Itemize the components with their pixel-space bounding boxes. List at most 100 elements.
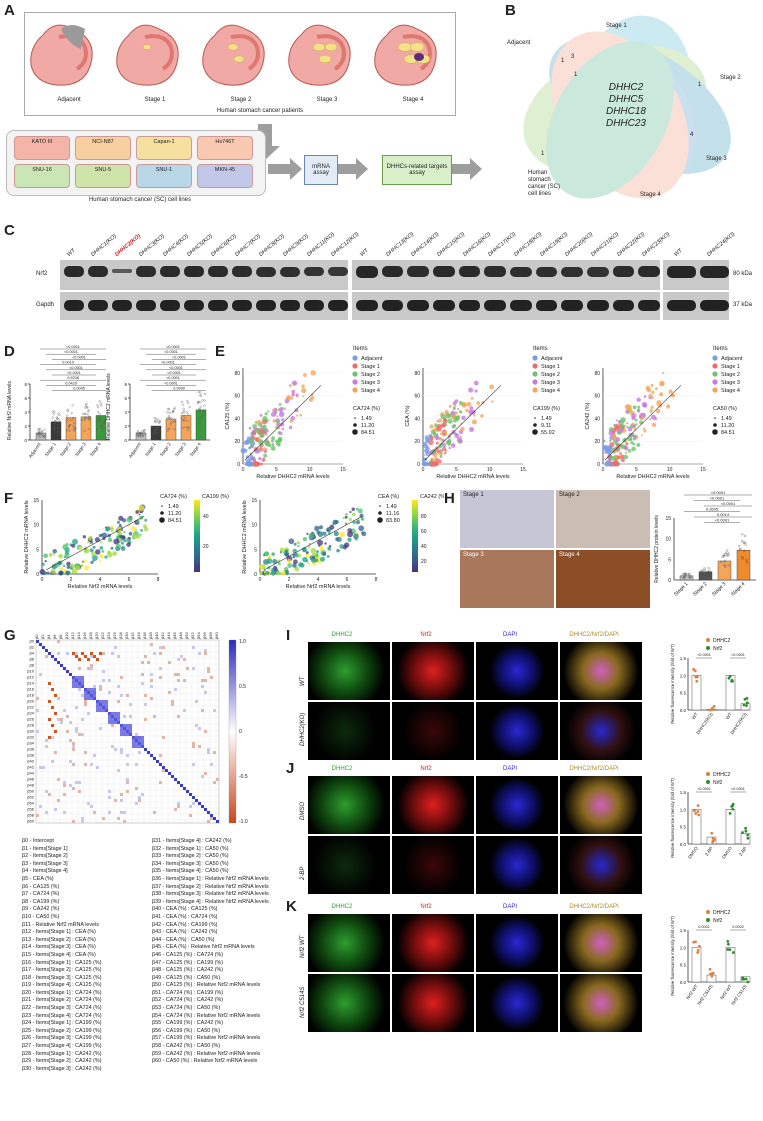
diag-cell bbox=[165, 769, 168, 772]
g-legend-col1: β0 - Intercept β1 - Items[Stage 1] β2 - It… bbox=[22, 838, 150, 1073]
point bbox=[172, 410, 175, 413]
x-axis-label: Relative DHHC2 mRNA levels bbox=[436, 474, 510, 480]
point bbox=[361, 517, 365, 521]
point bbox=[608, 456, 612, 460]
point bbox=[609, 439, 612, 442]
tick-label: 10 bbox=[307, 467, 313, 473]
point bbox=[745, 704, 748, 707]
blot-row-gapdh: Gapdh bbox=[36, 302, 55, 308]
point bbox=[158, 421, 161, 425]
point bbox=[118, 538, 122, 541]
corr-cell bbox=[75, 706, 78, 709]
corr-cell bbox=[120, 676, 123, 679]
point bbox=[169, 423, 172, 426]
point bbox=[730, 678, 734, 682]
point bbox=[138, 435, 141, 438]
row-label: β26 bbox=[27, 717, 35, 722]
corr-cell bbox=[90, 805, 93, 808]
corr-cell bbox=[84, 763, 87, 766]
point bbox=[668, 389, 673, 394]
point bbox=[279, 406, 284, 412]
corr-cell bbox=[87, 802, 90, 805]
point bbox=[168, 416, 171, 420]
point bbox=[296, 409, 299, 413]
p-value: <0.0001 bbox=[731, 653, 745, 657]
legend-swatch bbox=[706, 772, 710, 776]
corr-cell bbox=[87, 712, 90, 715]
point bbox=[740, 539, 744, 543]
tick-label: 5 bbox=[36, 547, 39, 553]
point bbox=[101, 426, 104, 429]
tick-label: 8 bbox=[124, 382, 127, 387]
point bbox=[683, 576, 686, 579]
corr-cell bbox=[201, 679, 204, 682]
point bbox=[270, 439, 274, 443]
corr-cell bbox=[72, 748, 75, 751]
p-value: <0.0001 bbox=[721, 501, 736, 506]
point bbox=[51, 416, 54, 419]
point bbox=[167, 408, 170, 411]
corr-cell bbox=[210, 763, 213, 766]
tick-label: 15 bbox=[520, 467, 526, 473]
corr-cell bbox=[90, 667, 93, 670]
corr-cell bbox=[111, 652, 114, 655]
nrf2-band bbox=[160, 266, 180, 278]
point bbox=[310, 370, 316, 376]
point bbox=[288, 384, 292, 388]
corr-cell bbox=[63, 784, 66, 787]
diag-cell bbox=[198, 802, 201, 805]
tick-label: 2 bbox=[70, 577, 73, 583]
panel-label-j: J bbox=[286, 760, 295, 777]
corr-cell bbox=[78, 688, 81, 691]
tick-label: 10 bbox=[487, 467, 493, 473]
fit-line bbox=[424, 385, 502, 461]
point bbox=[58, 570, 63, 576]
p-value: 0.0014 bbox=[717, 512, 730, 517]
nrf2-band bbox=[433, 266, 455, 278]
venn-count: 1 bbox=[574, 72, 578, 78]
bar bbox=[717, 560, 732, 581]
venn-count: 4 bbox=[690, 132, 694, 138]
point bbox=[41, 562, 45, 567]
point bbox=[67, 425, 71, 428]
point bbox=[339, 531, 345, 538]
nrf2-band bbox=[561, 266, 583, 277]
point bbox=[637, 408, 640, 412]
corr-cell bbox=[81, 694, 84, 697]
size-80: 80 kDa bbox=[733, 271, 753, 277]
size-label: 84.51 bbox=[721, 430, 735, 436]
channel-label: DHHC2/Nrf2/DAPI bbox=[569, 904, 619, 910]
point bbox=[742, 703, 746, 707]
tick-label: 10 bbox=[251, 523, 257, 529]
point bbox=[709, 972, 712, 976]
legend-swatch bbox=[352, 387, 358, 393]
corr-cell bbox=[81, 817, 84, 820]
col-label: β54 bbox=[196, 631, 201, 639]
tick-label: 80 bbox=[234, 371, 240, 377]
corr-cell bbox=[75, 781, 78, 784]
point bbox=[294, 553, 299, 558]
gapdh-band bbox=[280, 300, 300, 311]
point bbox=[326, 528, 330, 532]
point bbox=[72, 425, 75, 428]
point bbox=[203, 404, 206, 407]
point bbox=[318, 544, 321, 547]
corr-cell bbox=[171, 703, 174, 706]
p-value: <0.0001 bbox=[710, 496, 725, 501]
corr-cell bbox=[39, 805, 42, 808]
point bbox=[99, 546, 104, 550]
legend-entry: β7 - CA724 (%) bbox=[22, 891, 60, 898]
point bbox=[649, 410, 653, 414]
tick-label: 1.5 bbox=[680, 790, 687, 795]
point bbox=[52, 413, 55, 416]
corr-cell bbox=[135, 787, 138, 790]
point bbox=[99, 540, 102, 544]
point bbox=[468, 409, 474, 415]
corr-cell bbox=[108, 790, 111, 793]
chart-i: 0.0 0.5 1.0 1.5 Relative fluorescence intens… bbox=[670, 638, 751, 735]
point bbox=[347, 537, 352, 542]
point bbox=[66, 420, 69, 423]
point bbox=[141, 430, 144, 433]
point bbox=[258, 422, 263, 427]
colorbar-tick: -1.0 bbox=[239, 819, 248, 825]
